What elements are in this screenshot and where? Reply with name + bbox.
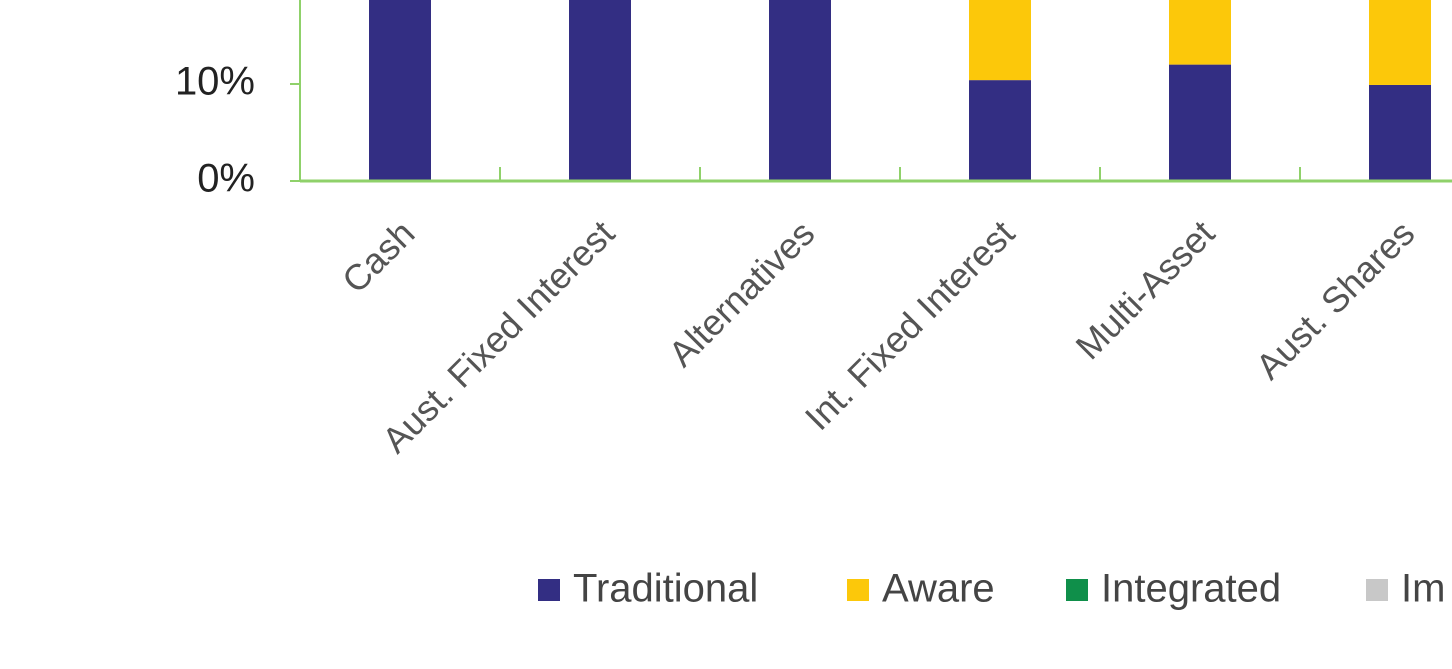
x-tick-label: Aust. Shares xyxy=(1248,212,1423,387)
bar-segment xyxy=(969,80,1031,181)
legend-label: Traditional xyxy=(573,567,758,611)
legend-swatch xyxy=(538,579,560,601)
y-tick-label: 10% xyxy=(175,60,255,104)
bar-segment xyxy=(1369,84,1431,181)
bar-segment xyxy=(769,0,831,181)
x-tick-label: Multi-Asset xyxy=(1068,212,1223,367)
bar-segment xyxy=(1169,64,1231,181)
legend-label: Integrated xyxy=(1101,567,1281,611)
x-tick-label: Int. Fixed Interest xyxy=(797,212,1023,438)
x-tick-label: Cash xyxy=(334,212,422,300)
legend-label: Im xyxy=(1401,567,1445,611)
legend-swatch xyxy=(847,579,869,601)
bar-segment xyxy=(369,0,431,181)
bar-segment xyxy=(1369,0,1431,85)
y-tick-label: 0% xyxy=(197,157,255,201)
legend-swatch xyxy=(1366,579,1388,601)
legend-swatch xyxy=(1066,579,1088,601)
y-tick-label: 20% xyxy=(175,0,255,7)
bar-segment xyxy=(1169,0,1231,65)
bar-segment xyxy=(969,0,1031,81)
legend-label: Aware xyxy=(882,567,995,611)
x-tick-label: Alternatives xyxy=(660,212,822,374)
bar-segment xyxy=(569,0,631,181)
